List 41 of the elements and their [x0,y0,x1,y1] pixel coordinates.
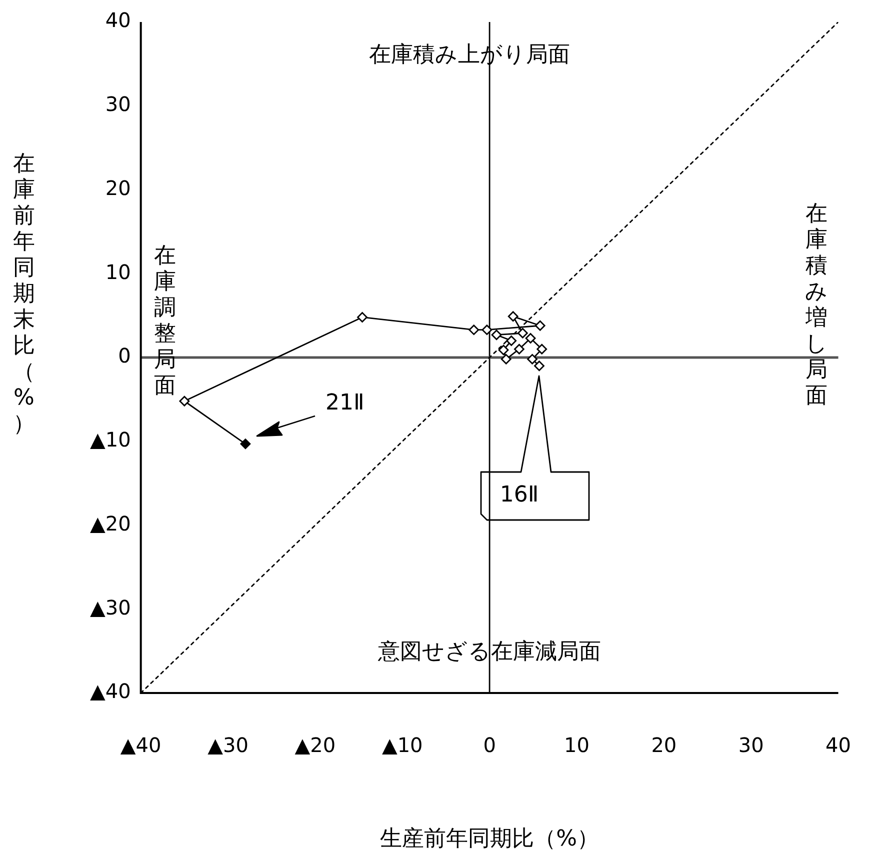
point [508,311,518,322]
y-tick-label: 20 [105,176,131,200]
annotation: 在庫積み増し局面 [804,202,828,409]
point [536,344,548,354]
point [534,360,544,372]
point [525,333,536,344]
point [468,324,480,336]
y-tick-label: 30 [105,92,131,116]
point [534,320,546,331]
x-tick-label: 0 [483,733,496,758]
y-tick-label: ▲20 [90,511,131,536]
point [517,328,528,338]
x-tick-label: ▲40 [120,733,162,758]
point [514,344,524,354]
annotation: 16Ⅱ [500,482,539,508]
y-tick-label: 40 [105,8,131,32]
point [500,354,512,364]
y-tick-label: ▲30 [90,595,131,620]
x-tick-label: ▲10 [382,733,423,758]
x-axis-title: 生産前年同期比（%） [380,826,600,852]
annotation: 意図せざる在庫減局面 [377,640,602,665]
x-tick-label: ▲30 [208,733,248,758]
y-tick-label: 10 [105,260,131,284]
point [357,312,368,322]
y-tick-label: 0 [118,344,131,368]
point [179,396,190,406]
point [491,330,502,340]
text: 在庫前年同期末比（%） [13,152,35,437]
x-tick-label: ▲20 [294,733,336,758]
x-tick-label: 30 [738,733,764,758]
point [240,438,251,450]
x-tick-label: 20 [651,733,677,758]
x-tick-label: 10 [564,733,590,758]
point [498,344,509,356]
x-tick-label: 40 [826,733,851,758]
annotation: 21Ⅱ [325,390,364,416]
point [527,354,538,364]
y-tick-label: ▲40 [90,679,131,704]
point [482,324,492,336]
point [506,336,517,346]
y-tick-label: ▲10 [90,428,131,452]
